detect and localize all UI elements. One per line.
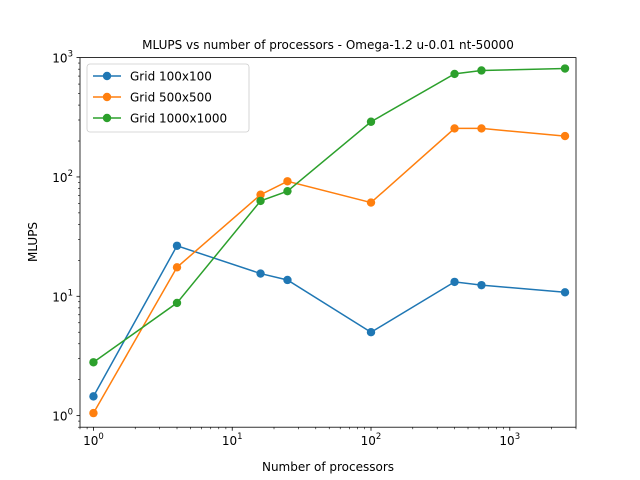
- plot-area: [89, 64, 570, 418]
- x-axis-label: Number of processors: [262, 460, 394, 474]
- data-point-s3-3: [256, 196, 265, 206]
- data-point-s1-4: [283, 275, 292, 285]
- y-axis-ticks: 100 101 102 103: [52, 50, 80, 428]
- legend-marker: [102, 92, 112, 102]
- data-point-s2-5: [366, 198, 376, 207]
- y-tick-label: 100: [52, 408, 73, 424]
- data-point-s3-7: [477, 66, 486, 75]
- x-tick-label: 101: [222, 432, 243, 448]
- data-point-s2-2: [172, 263, 182, 272]
- x-tick-label: 103: [499, 432, 520, 448]
- axes-frame: [79, 57, 577, 428]
- data-point-s1-8: [560, 288, 570, 297]
- data-point-s2-3: [256, 190, 265, 199]
- y-tick-label: 102: [52, 169, 73, 185]
- data-point-s1-6: [450, 277, 459, 287]
- data-point-s3-5: [366, 117, 376, 126]
- data-point-s1-5: [366, 328, 376, 337]
- data-point-s3-4: [283, 186, 292, 196]
- data-point-s3-8: [560, 64, 570, 73]
- data-point-s2-8: [560, 131, 570, 141]
- data-point-s3-6: [450, 69, 459, 79]
- x-tick-label: 102: [361, 432, 382, 448]
- legend-marker: [102, 71, 112, 81]
- data-point-s1-3: [256, 269, 265, 278]
- series-line-2: [92, 127, 566, 414]
- data-point-s1-2: [172, 241, 182, 250]
- data-point-s1-1: [89, 392, 98, 401]
- legend-marker: [102, 113, 112, 123]
- data-point-s2-1: [89, 408, 98, 418]
- data-point-s2-7: [477, 124, 486, 133]
- data-point-s3-2: [172, 298, 182, 308]
- series-line-1: [92, 244, 566, 397]
- legend-entry: Grid 1000x1000: [130, 112, 227, 126]
- legend-entry: Grid 500x500: [130, 91, 212, 105]
- y-tick-label: 103: [52, 50, 73, 66]
- data-point-s2-4: [283, 177, 292, 186]
- data-point-s1-7: [477, 280, 486, 290]
- legend-box: [86, 63, 250, 133]
- x-axis-ticks: 100 101 102 103: [79, 427, 577, 448]
- legend: Grid 100x100 Grid 500x500 Grid 1000x1000: [86, 63, 250, 133]
- y-tick-label: 101: [52, 288, 73, 304]
- data-point-s3-1: [89, 358, 98, 367]
- legend-entry: Grid 100x100: [130, 70, 212, 84]
- data-point-s2-6: [450, 124, 459, 133]
- series-line-3: [93, 67, 566, 363]
- x-tick-label: 100: [83, 432, 104, 448]
- y-axis-label: MLUPS: [26, 222, 40, 262]
- chart-title: MLUPS vs number of processors - Omega-1.…: [142, 38, 514, 52]
